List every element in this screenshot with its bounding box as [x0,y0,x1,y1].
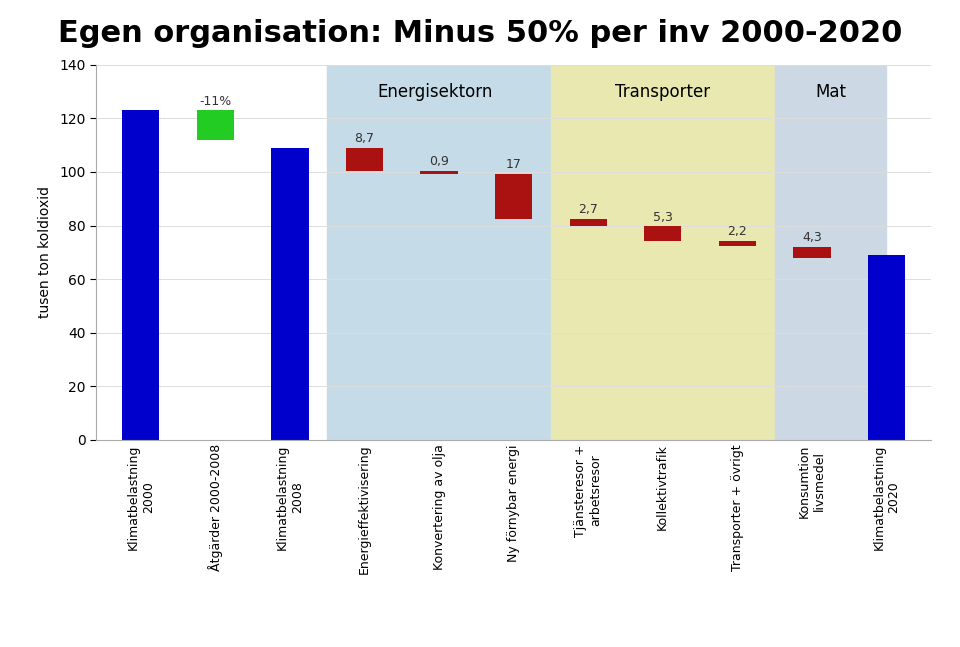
Bar [346,148,383,171]
Bar [495,173,532,219]
Bar [644,226,682,241]
Text: Transporter: Transporter [615,83,710,100]
Text: www.orebro.se: www.orebro.se [326,620,480,638]
Text: 0,9: 0,9 [429,155,449,168]
Bar [793,247,830,259]
Bar [551,65,775,440]
Bar [775,65,886,440]
Bar [868,255,905,440]
Y-axis label: tusen ton koldioxid: tusen ton koldioxid [38,186,52,318]
Bar [197,110,234,140]
Bar [569,219,607,226]
Bar [327,65,551,440]
Bar [272,148,308,440]
Bar [122,110,159,440]
Text: Mat: Mat [815,83,846,100]
Bar [719,241,756,247]
Text: 2,2: 2,2 [728,225,747,238]
Text: Egen organisation: Minus 50% per inv 2000-2020: Egen organisation: Minus 50% per inv 200… [58,19,902,49]
Text: -11%: -11% [199,94,231,107]
Text: 5,3: 5,3 [653,211,673,224]
Bar [420,171,458,173]
Text: 4,3: 4,3 [802,231,822,245]
Text: 2,7: 2,7 [578,203,598,216]
Text: 8,7: 8,7 [354,132,374,145]
Text: Energisektorn: Energisektorn [377,83,493,100]
Text: 17: 17 [506,158,521,171]
